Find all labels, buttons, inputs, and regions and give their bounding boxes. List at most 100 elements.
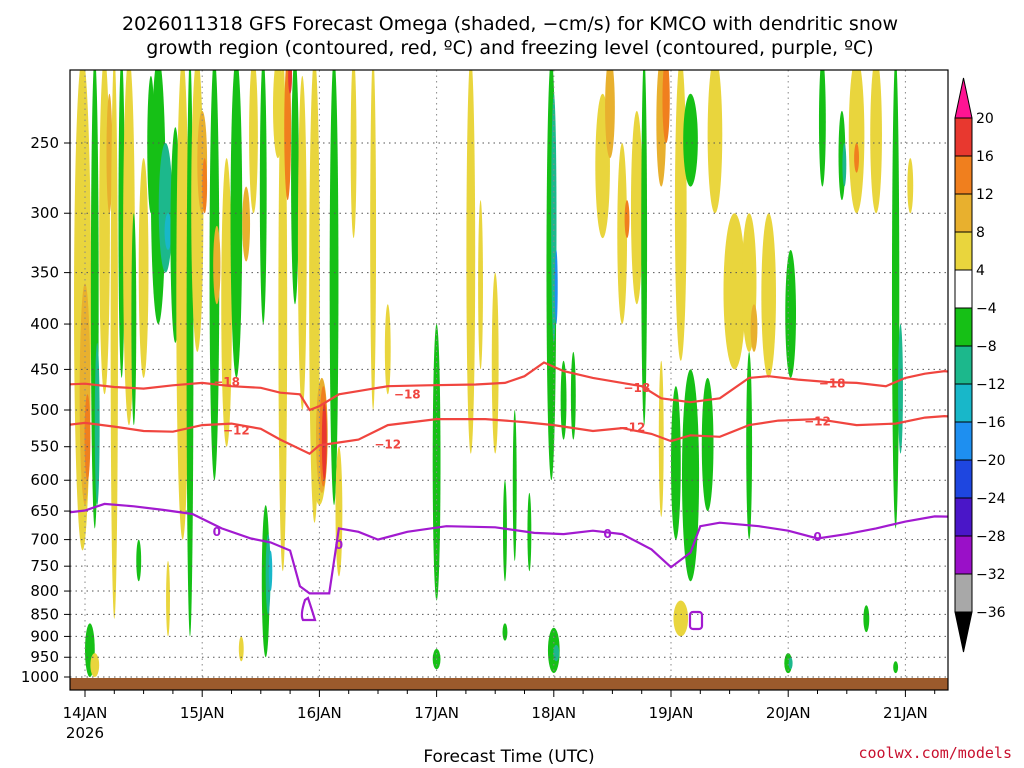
y-tick-label: 550 [30,438,59,456]
omega-streak [432,324,441,601]
colorbar-label: −8 [976,339,997,355]
colorbar-segment [954,345,973,385]
colorbar-segment [954,193,973,233]
omega-streak [893,661,899,674]
omega-streak [278,70,288,572]
omega-streak [683,93,698,187]
contour-label: −18 [394,387,421,401]
colorbar-label: −16 [976,415,1006,431]
omega-streak [701,377,714,512]
omega-streak [854,143,860,173]
omega-streak [554,249,558,325]
x-axis-title: Forecast Time (UTC) [423,747,594,767]
y-tick-label: 700 [30,531,59,549]
omega-streak [842,143,847,187]
contour-label: −12 [223,423,250,437]
contour-label: −18 [213,375,240,389]
y-tick-label: 650 [30,502,59,520]
colorbar-segment [954,117,973,157]
y-tick-label: 900 [30,627,59,645]
omega-streak [202,158,208,214]
x-tick-label: 21JAN [883,704,928,722]
colorbar-label: 20 [976,111,994,127]
omega-streak [478,200,483,370]
colorbar-segment [954,459,973,499]
x-tick-label: 15JAN [180,704,225,722]
colorbar-label: −32 [976,567,1006,583]
omega-streak [605,70,615,159]
colorbar-segment [954,383,973,423]
omega-streak [284,70,292,201]
omega-streak [268,550,273,592]
x-axis: 14JAN 2026 15JAN 16JAN 17JAN 18JAN 19JAN 20JAN 2… [63,690,936,742]
colorbar-label: −24 [976,491,1006,507]
omega-streak [176,70,190,540]
y-tick-label: 250 [30,134,59,152]
colorbar-segment [954,421,973,461]
colorbar-segment [954,231,973,271]
colorbar-segment [954,497,973,537]
colorbar-segment [954,155,973,195]
omega-streak [291,70,299,305]
omega-streak [238,636,244,662]
omega-streak [288,70,293,94]
omega-streak [138,158,149,378]
omega-streak [131,213,137,426]
omega-streak [384,304,391,395]
omega-streak [164,213,172,250]
omega-streak [907,158,914,214]
omega-streak [570,351,576,440]
contour-line-dgz [70,361,948,412]
colorbar-label: −20 [976,453,1006,469]
omega-streak [265,534,271,615]
colorbar-segment [954,535,973,575]
omega-streak [321,402,327,481]
omega-streak [630,110,643,305]
omega-colorbar: 20 16 12 8 4 −4 −8 −12 −16 −20 −24 −28 −32 −36 [954,77,1006,653]
contour-label: −18 [819,377,846,391]
y-tick-label: 800 [30,582,59,600]
colorbar-segment [954,573,973,613]
y-tick-label: 450 [30,360,59,378]
x-tick-label: 18JAN [531,704,576,722]
contour-label: 0 [813,530,821,544]
colorbar-label: −4 [976,301,997,317]
contour-label: 0 [213,525,221,539]
colorbar-cap-bottom [954,611,973,653]
omega-streak [213,225,221,305]
omega-streak [624,200,630,239]
y-tick-label: 500 [30,401,59,419]
omega-streak [671,386,681,540]
colorbar-label: −12 [976,377,1006,393]
omega-shading-layer [74,70,914,677]
omega-streak [370,70,377,410]
x-tick-label: 17JAN [414,704,459,722]
omega-streak [870,70,882,214]
omega-streak [512,410,517,562]
y-tick-label: 1000 [21,668,59,686]
colorbar-segment [954,269,973,309]
omega-streak [466,70,476,454]
omega-streak [230,70,243,378]
site-credit[interactable]: coolwx.com/models [858,744,1012,762]
colorbar-label: −36 [976,605,1006,621]
omega-streak [785,249,797,378]
colorbar-label: 16 [976,149,994,165]
omega-streak [681,369,700,582]
contour-label: 0 [603,527,611,541]
omega-streak [848,70,865,214]
omega-streak [641,70,648,426]
omega-streak [158,143,173,273]
omega-streak [221,158,232,447]
x-tick-label: 14JAN [63,704,108,722]
contour-line-freezing [300,596,317,622]
omega-streak [662,70,670,143]
omega-streak [617,143,628,325]
chart-title-line-2: growth region (contoured, red, ºC) and f… [146,37,873,59]
omega-streak [136,539,142,582]
omega-streak [818,70,826,187]
omega-streak [249,70,258,214]
omega-streak [329,70,339,506]
omega-streak [788,657,793,670]
y-tick-label: 400 [30,315,59,333]
